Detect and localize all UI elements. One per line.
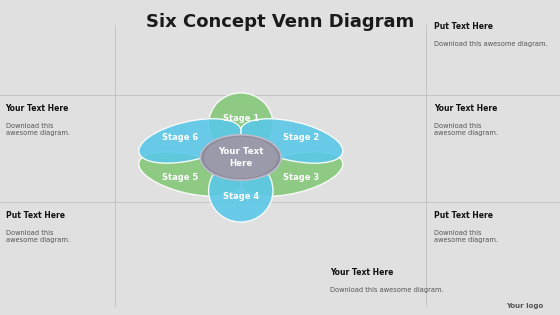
Text: Put Text Here: Put Text Here	[434, 22, 493, 31]
Text: Stage 5: Stage 5	[162, 173, 198, 182]
Text: Your Text Here: Your Text Here	[6, 104, 69, 113]
Text: Your Text Here: Your Text Here	[330, 268, 394, 277]
Text: Put Text Here: Put Text Here	[434, 211, 493, 220]
Text: Your logo: Your logo	[506, 303, 543, 309]
Ellipse shape	[208, 93, 273, 156]
Text: Download this
awesome diagram.: Download this awesome diagram.	[6, 230, 69, 243]
Text: Put Text Here: Put Text Here	[6, 211, 64, 220]
Ellipse shape	[241, 119, 343, 163]
Text: Stage 6: Stage 6	[162, 133, 198, 142]
Ellipse shape	[208, 159, 273, 222]
Text: Download this
awesome diagram.: Download this awesome diagram.	[434, 230, 498, 243]
Circle shape	[200, 135, 281, 180]
Text: Your Text Here: Your Text Here	[434, 104, 497, 113]
Ellipse shape	[139, 119, 241, 163]
Text: Your Text
Here: Your Text Here	[218, 147, 264, 168]
Text: Stage 2: Stage 2	[283, 133, 320, 142]
Text: Stage 3: Stage 3	[283, 173, 320, 182]
Text: Six Concept Venn Diagram: Six Concept Venn Diagram	[146, 13, 414, 31]
Text: Download this
awesome diagram.: Download this awesome diagram.	[6, 123, 69, 136]
Text: Stage 4: Stage 4	[223, 192, 259, 201]
Text: Download this awesome diagram.: Download this awesome diagram.	[330, 287, 444, 293]
Ellipse shape	[139, 152, 241, 196]
Text: Download this
awesome diagram.: Download this awesome diagram.	[434, 123, 498, 136]
Ellipse shape	[241, 152, 343, 196]
Circle shape	[204, 137, 278, 178]
Text: Stage 1: Stage 1	[223, 114, 259, 123]
Text: Download this awesome diagram.: Download this awesome diagram.	[434, 41, 548, 47]
